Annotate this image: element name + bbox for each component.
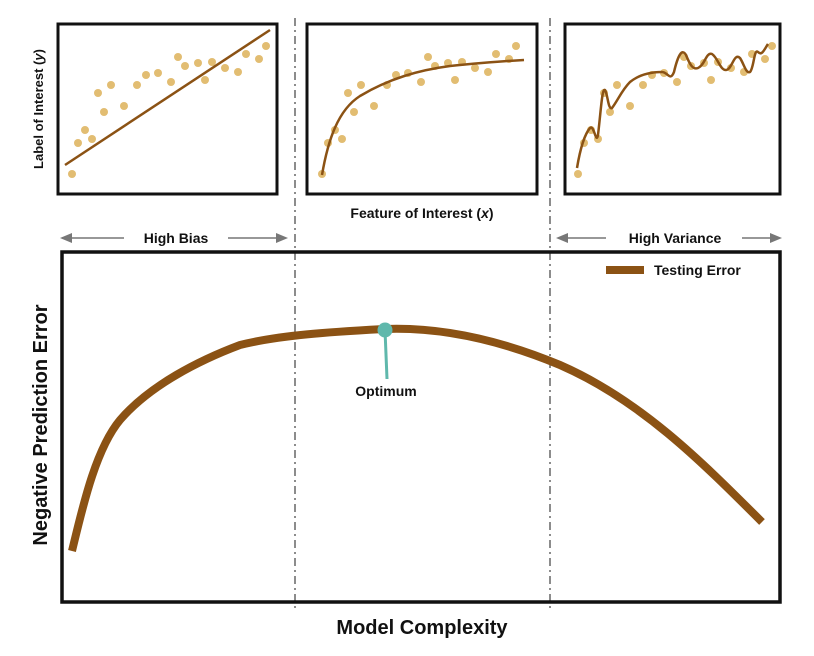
panel-high-variance [563,22,782,196]
small-x-axis-label: Feature of Interest (x) [350,205,493,221]
data-point [181,62,189,70]
data-point [74,139,82,147]
data-point [262,42,270,50]
data-point [471,64,479,72]
main-plot-frame [60,250,782,604]
fit-line [64,28,271,167]
data-point [167,78,175,86]
panel-frame [305,22,539,196]
arrow-head-left-icon [556,233,568,243]
data-point [221,64,229,72]
data-point [344,89,352,97]
panel-high-bias [56,22,279,196]
data-point [357,81,365,89]
data-point [673,78,681,86]
data-point [768,42,776,50]
arrow-head-right-icon [276,233,288,243]
data-point [484,68,492,76]
panel-frame [56,22,279,196]
panel-frame [563,22,782,196]
data-point [88,135,96,143]
legend-swatch [606,266,644,274]
main-x-axis-label: Model Complexity [336,617,508,639]
data-point [574,170,582,178]
data-point [761,55,769,63]
data-point [451,76,459,84]
legend-label: Testing Error [654,262,741,278]
data-point [417,78,425,86]
high-bias-arrow: High Bias [60,230,288,246]
data-point [208,58,216,66]
panel-balanced [305,22,539,196]
data-point [727,64,735,72]
data-point [133,81,141,89]
data-point [174,53,182,61]
data-point [606,108,614,116]
data-point [107,81,115,89]
data-point [81,126,89,134]
testing-error-curve [68,324,765,552]
optimum-marker: Optimum [355,322,417,399]
panel-points [68,42,270,178]
data-point [626,102,634,110]
data-point [707,76,715,84]
data-point [234,68,242,76]
high-bias-label: High Bias [144,230,209,246]
data-point [120,102,128,110]
optimum-stem [383,329,389,380]
data-point [201,76,209,84]
optimum-dot [377,322,393,338]
high-variance-arrow: High Variance [556,230,782,246]
data-point [639,81,647,89]
data-point [68,170,76,178]
data-point [255,55,263,63]
arrow-head-right-icon [770,233,782,243]
main-y-axis-label: Negative Prediction Error [30,304,52,545]
data-point [194,59,202,67]
data-point [370,102,378,110]
data-point [492,50,500,58]
data-point [154,69,162,77]
data-point [424,53,432,61]
data-point [512,42,520,50]
fit-curve [320,58,525,176]
data-point [350,108,358,116]
panel-points [318,42,520,178]
optimum-label: Optimum [355,383,416,399]
data-point [94,89,102,97]
high-variance-label: High Variance [629,230,722,246]
small-y-axis-label: Label of Interest (y) [31,49,46,169]
fit-curve [575,43,770,169]
data-point [142,71,150,79]
legend: Testing Error [606,262,741,278]
data-point [613,81,621,89]
data-point [338,135,346,143]
arrow-head-left-icon [60,233,72,243]
data-point [100,108,108,116]
data-point [242,50,250,58]
